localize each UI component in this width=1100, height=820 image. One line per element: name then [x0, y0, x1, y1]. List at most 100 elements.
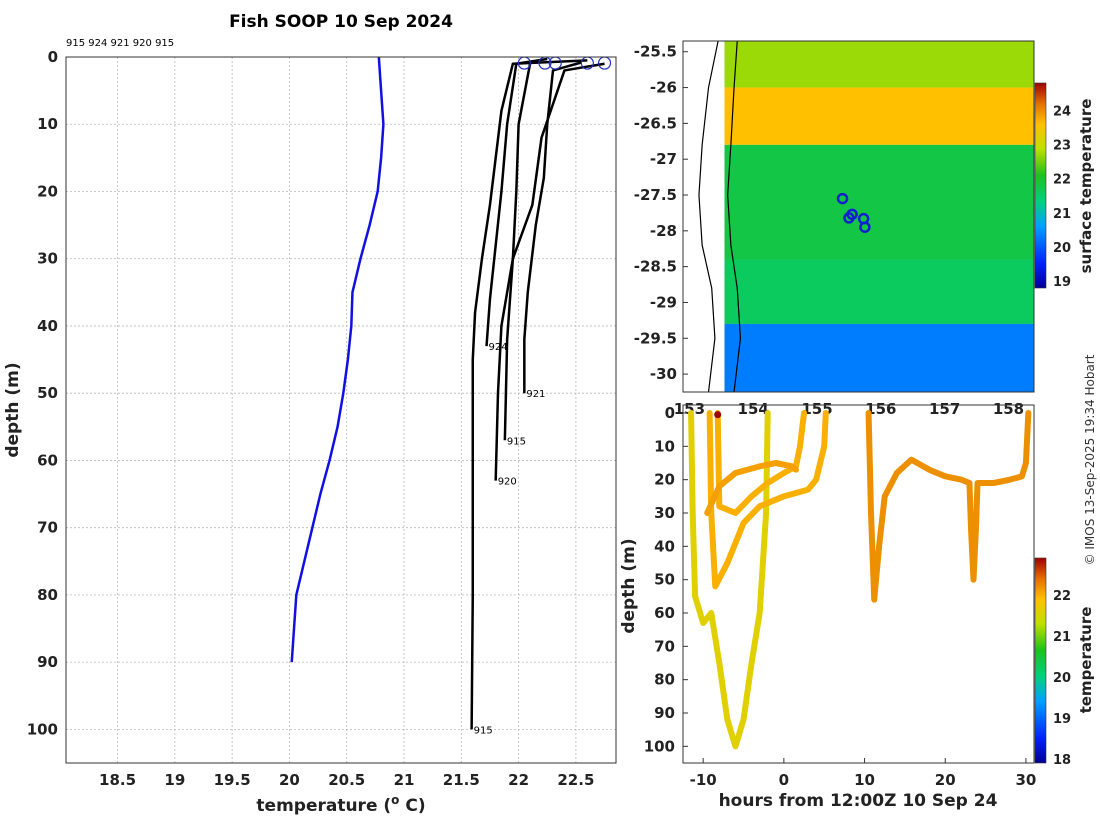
section-x-tick-label: -10: [690, 771, 717, 789]
map-x-tick-label: 154: [738, 400, 769, 418]
y-tick-label: 90: [37, 653, 58, 671]
map-colorbar-tick: 22: [1053, 173, 1071, 188]
section-track: [714, 410, 808, 516]
y-tick-label: 70: [37, 519, 58, 537]
section-x-tick-label: 20: [935, 771, 956, 789]
map-colorbar-tick: 24: [1053, 104, 1071, 119]
shelf-contour: [727, 41, 742, 392]
section-y-tick-label: 70: [654, 637, 675, 655]
x-tick-label: 20: [279, 771, 300, 789]
x-tick-label: 18.5: [99, 771, 136, 789]
section-x-axis-label: hours from 12:00Z 10 Sep 24: [719, 791, 998, 811]
sst-band: [683, 41, 1034, 88]
section-colorbar-tick: 21: [1053, 630, 1071, 645]
coastline: [698, 41, 719, 392]
map-y-tick-label: -30: [650, 365, 677, 383]
map-y-tick-label: -28: [650, 222, 677, 240]
y-tick-label: 80: [37, 586, 58, 604]
section-y-tick-label: 50: [654, 571, 675, 589]
sst-band: [683, 87, 1034, 145]
map-y-tick-label: -27.5: [634, 186, 677, 204]
profile-label: 915: [507, 436, 526, 447]
section-y-tick-label: 90: [654, 704, 675, 722]
section-y-tick-label: 10: [654, 437, 675, 455]
y-tick-label: 60: [37, 451, 58, 469]
section-y-tick-label: 40: [654, 537, 675, 555]
station-marker: [859, 221, 871, 233]
section-colorbar-tick: 19: [1053, 712, 1071, 727]
section-x-tick-label: 30: [1015, 771, 1036, 789]
section-track: [688, 410, 771, 750]
y-tick-label: 100: [27, 720, 58, 738]
y-tick-label: 50: [37, 384, 58, 402]
section-x-tick-label: 0: [779, 771, 789, 789]
x-tick-label: 19: [164, 771, 185, 789]
sst-map: -25.5 -26 -26.5 -27 -27.5 -28 -28.5 -29 -29.5 -30…: [634, 40, 1095, 418]
warm-surface-point: [714, 411, 722, 419]
section-x-tick-label: 10: [854, 771, 875, 789]
x-tick-label: 21: [394, 771, 415, 789]
map-y-tick-label: -29.5: [634, 329, 677, 347]
sst-band: [683, 323, 1034, 392]
x-tick-label: 19.5: [214, 771, 251, 789]
profile-line-924: [485, 57, 548, 347]
x-tick-label: 22.5: [557, 771, 594, 789]
y-tick-label: 20: [37, 182, 58, 200]
profile-line-915: [503, 63, 532, 441]
profile-label: 920: [498, 477, 517, 488]
section-colorbar-tick: 20: [1053, 671, 1071, 686]
x-tick-label: 20.5: [328, 771, 365, 789]
section-colorbar-tick: 22: [1053, 589, 1071, 604]
section-y-tick-label: 100: [644, 737, 675, 755]
profile-label: 924: [489, 342, 508, 353]
section-frame: [682, 404, 1035, 764]
x-axis-label: temperature (o C): [256, 793, 425, 816]
section-colorbar-label: temperature: [1077, 607, 1095, 714]
x-tick-label: 21.5: [443, 771, 480, 789]
map-colorbar-tick: 21: [1053, 207, 1071, 222]
profile-line-915: [470, 59, 588, 730]
map-x-tick-label: 158: [993, 400, 1024, 418]
profile-label: 915: [474, 725, 493, 736]
map-y-tick-label: -28.5: [634, 258, 677, 276]
profile-label: 921: [526, 389, 545, 400]
section-y-tick-label: 0: [665, 404, 675, 422]
map-colorbar-tick: 19: [1053, 275, 1071, 290]
profile-line-920: [494, 62, 605, 481]
climatology-line: [290, 56, 385, 663]
y-tick-label: 40: [37, 317, 58, 335]
land-area: [683, 41, 725, 392]
attribution: © IMOS 13-Sep-2025 19:34 Hobart: [1083, 354, 1097, 565]
y-tick-label: 10: [37, 115, 58, 133]
section-colorbar-tick: 18: [1053, 753, 1071, 768]
plot-frame: [65, 56, 617, 764]
section-colorbar: [1034, 557, 1047, 764]
y-tick-label: 0: [48, 48, 58, 66]
map-y-tick-label: -25.5: [634, 43, 677, 61]
map-colorbar-tick: 23: [1053, 139, 1071, 154]
map-frame: [682, 40, 1035, 393]
map-y-tick-label: -26: [650, 79, 677, 97]
section-track: [704, 460, 799, 516]
map-colorbar-tick: 20: [1053, 241, 1071, 256]
map-y-tick-label: -27: [650, 150, 677, 168]
map-colorbar-label: surface temperature: [1077, 99, 1095, 274]
map-colorbar: [1034, 82, 1047, 289]
section-y-tick-label: 30: [654, 504, 675, 522]
station-marker: [843, 212, 855, 224]
profile-line-921: [523, 61, 582, 394]
sst-band: [683, 144, 1034, 260]
section-track: [865, 410, 1032, 603]
section-y-axis-label: depth (m): [619, 538, 639, 633]
section-y-tick-label: 20: [654, 471, 675, 489]
station-marker: [836, 192, 849, 205]
section-y-tick-label: 60: [654, 604, 675, 622]
profile-chart: Fish SOOP 10 Sep 2024 915 924 921 920 91…: [3, 12, 617, 816]
section-chart: 0 10 20 30 40 50 60 70 80 90 100 -10 0 10 20 30 depth (…: [619, 404, 1095, 811]
map-y-tick-label: -29: [650, 293, 677, 311]
x-tick-label: 22: [508, 771, 529, 789]
sst-band: [683, 259, 1034, 324]
section-y-tick-label: 80: [654, 671, 675, 689]
chart-title: Fish SOOP 10 Sep 2024: [229, 12, 453, 32]
y-tick-label: 30: [37, 250, 58, 268]
